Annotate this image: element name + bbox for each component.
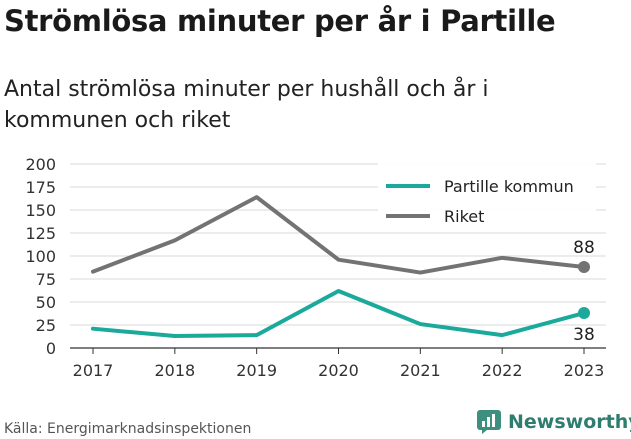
legend-label: Partille kommun	[444, 177, 574, 196]
chart-title: Strömlösa minuter per år i Partille	[4, 4, 556, 38]
x-tick-label: 2017	[73, 361, 114, 380]
y-tick-label: 150	[25, 201, 56, 220]
x-tick-label: 2021	[400, 361, 441, 380]
y-tick-label: 200	[25, 155, 56, 174]
chart-subtitle: Antal strömlösa minuter per hushåll och …	[4, 77, 489, 133]
x-tick-label: 2022	[482, 361, 523, 380]
x-tick-label: 2019	[236, 361, 277, 380]
y-tick-label: 100	[25, 247, 56, 266]
series-end-point	[578, 307, 590, 320]
brand-name: Newsworthy	[508, 411, 631, 433]
legend-background	[378, 162, 596, 224]
source-note: Källa: Energimarknadsinspektionen	[4, 421, 252, 437]
x-tick-label: 2018	[154, 361, 195, 380]
newsworthy-icon	[477, 410, 501, 434]
series-line-riket	[91, 195, 586, 275]
y-tick-label: 0	[46, 339, 56, 358]
end-value-label: 88	[573, 238, 595, 258]
y-tick-label: 125	[25, 224, 56, 243]
newsworthy-logo: Newsworthy	[476, 409, 631, 435]
y-tick-label: 25	[36, 316, 56, 335]
series-line-partille	[91, 288, 586, 339]
y-tick-label: 75	[36, 270, 56, 289]
series-end-point	[578, 261, 590, 274]
x-tick-label: 2023	[564, 361, 605, 380]
y-tick-label: 175	[25, 178, 56, 197]
line-chart: 0 25 50 75 100 125 150 175 200 2017 2018 2019 2020 20…	[25, 155, 606, 380]
legend-label: Riket	[444, 207, 484, 226]
y-tick-label: 50	[36, 293, 56, 312]
x-tick-label: 2020	[318, 361, 359, 380]
end-value-label: 38	[573, 325, 595, 345]
